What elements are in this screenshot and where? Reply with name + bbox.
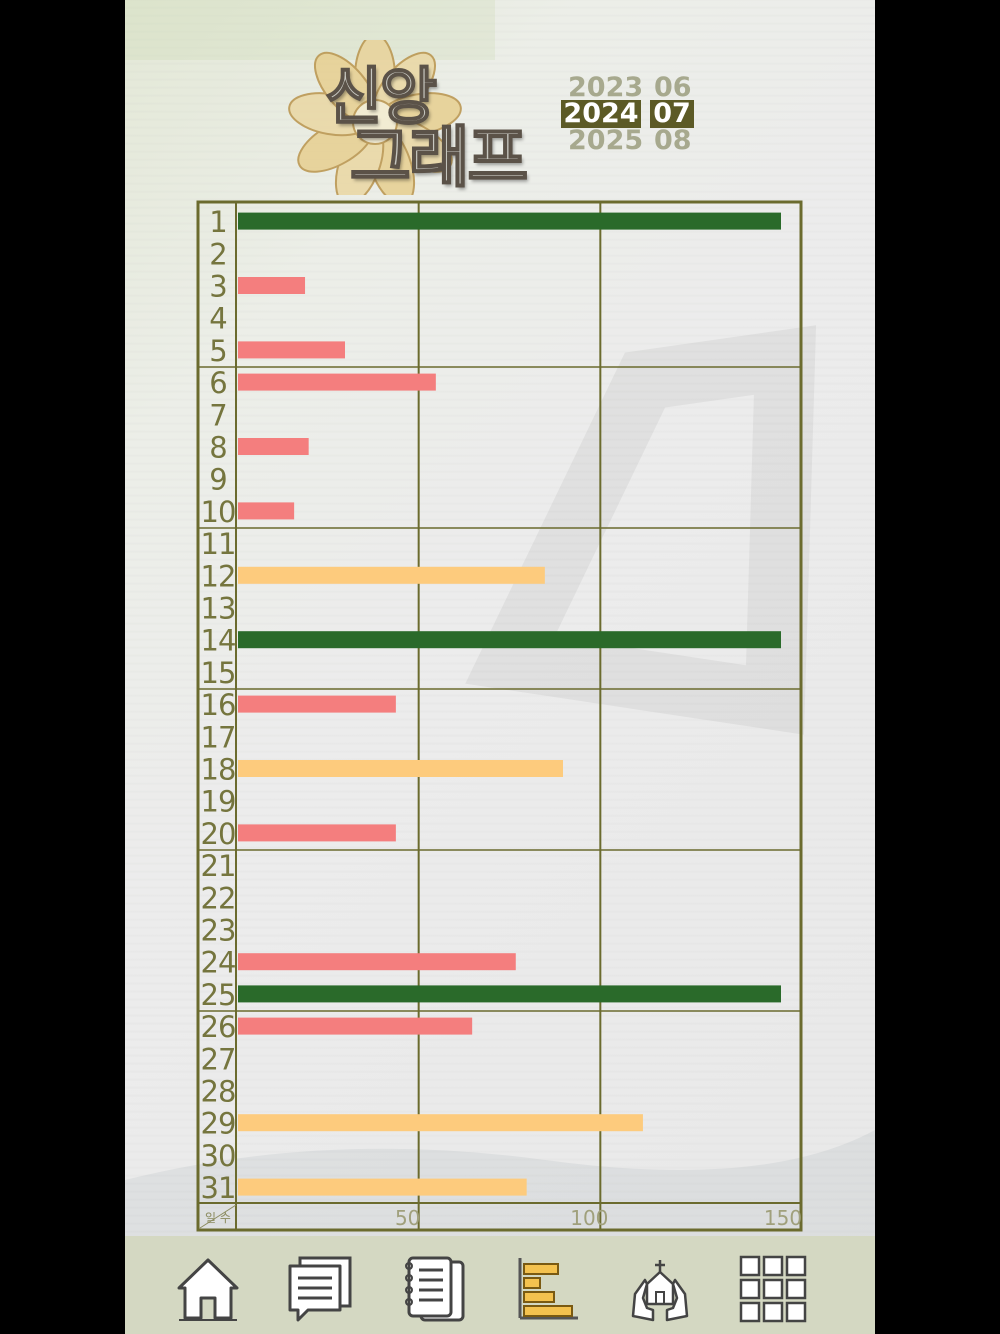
day-label: 4 (209, 302, 226, 336)
bar-chart-icon (518, 1258, 578, 1320)
bar-day-18 (238, 760, 563, 777)
nav-church-button[interactable] (625, 1254, 695, 1324)
bar-day-31 (238, 1178, 527, 1196)
year-option-current[interactable]: 2024 07 (561, 100, 701, 128)
day-label: 11 (201, 527, 236, 561)
day-label: 21 (201, 849, 236, 883)
month-label: 08 (654, 125, 692, 156)
chart-frame (196, 200, 803, 1232)
bar-day-1 (238, 212, 781, 230)
bar-day-12 (238, 566, 545, 584)
day-label: 2 (209, 237, 226, 271)
notebook-icon (405, 1256, 465, 1322)
day-label: 7 (209, 398, 226, 432)
day-label: 19 (201, 785, 236, 819)
corner-diagonal (199, 1204, 237, 1229)
grid-menu-icon (739, 1255, 807, 1323)
day-label: 13 (201, 592, 236, 626)
year-option-next[interactable]: 2025 08 (561, 127, 701, 155)
day-label: 28 (201, 1075, 236, 1109)
day-label: 5 (209, 334, 226, 368)
month-label: 06 (654, 72, 692, 103)
faith-graph-chart: 1234567891011121314151617181920212223242… (196, 200, 803, 1232)
x-tick-label: 100 (570, 1206, 608, 1230)
year-option-prev[interactable]: 2023 06 (561, 74, 701, 102)
day-label: 26 (201, 1010, 236, 1044)
x-tick-label: 50 (395, 1206, 420, 1230)
day-label: 15 (201, 656, 236, 690)
logo-text-line2: 그래프 (349, 118, 529, 197)
bar-day-29 (238, 1114, 643, 1132)
day-label: 8 (209, 431, 226, 465)
bar-day-5 (238, 341, 345, 359)
flower-logo-icon (288, 40, 462, 195)
nav-home-button[interactable] (173, 1254, 243, 1324)
day-label: 14 (201, 624, 236, 658)
praying-hands-church-icon (631, 1260, 689, 1322)
day-label: 23 (201, 914, 236, 948)
notes-icon (288, 1256, 352, 1322)
day-label: 17 (201, 720, 236, 754)
day-label: 22 (201, 881, 236, 915)
nav-menu-button[interactable] (738, 1254, 808, 1324)
day-label: 30 (201, 1139, 236, 1173)
day-label: 18 (201, 753, 236, 787)
bar-day-24 (238, 953, 516, 971)
bar-day-10 (238, 502, 295, 520)
day-label: 12 (201, 559, 236, 593)
x-tick-label: 150 (764, 1206, 802, 1230)
day-label: 1 (209, 205, 226, 239)
corner-label: 일 수 (205, 1211, 231, 1225)
bottom-nav-bar (125, 1236, 875, 1334)
bar-day-25 (238, 985, 781, 1003)
day-label: 3 (209, 270, 226, 304)
logo-text-line1: 신앙 (324, 59, 438, 134)
bar-day-8 (238, 438, 309, 455)
day-label: 6 (209, 366, 226, 400)
day-label: 27 (201, 1042, 236, 1076)
nav-notes-button[interactable] (286, 1254, 356, 1324)
day-label: 10 (201, 495, 236, 529)
app-logo[interactable]: 신앙 그래프 (280, 40, 550, 197)
day-label: 16 (201, 688, 236, 722)
bar-day-26 (238, 1017, 473, 1035)
bar-day-3 (238, 277, 306, 294)
bar-day-20 (238, 824, 396, 842)
day-label: 29 (201, 1107, 236, 1141)
day-label: 9 (209, 463, 226, 497)
bar-day-16 (238, 695, 396, 713)
year-label: 2024 (561, 100, 641, 128)
day-label: 31 (201, 1171, 236, 1205)
nav-graph-button[interactable] (512, 1254, 582, 1324)
nav-notebook-button[interactable] (399, 1254, 469, 1324)
bar-day-14 (238, 631, 781, 649)
day-label: 24 (201, 946, 236, 980)
year-label: 2023 (568, 72, 644, 103)
year-label: 2025 (568, 125, 644, 156)
bar-day-6 (238, 373, 436, 391)
month-label: 07 (650, 100, 694, 128)
home-icon (177, 1258, 239, 1321)
day-label: 25 (201, 978, 236, 1012)
day-label: 20 (201, 817, 236, 851)
